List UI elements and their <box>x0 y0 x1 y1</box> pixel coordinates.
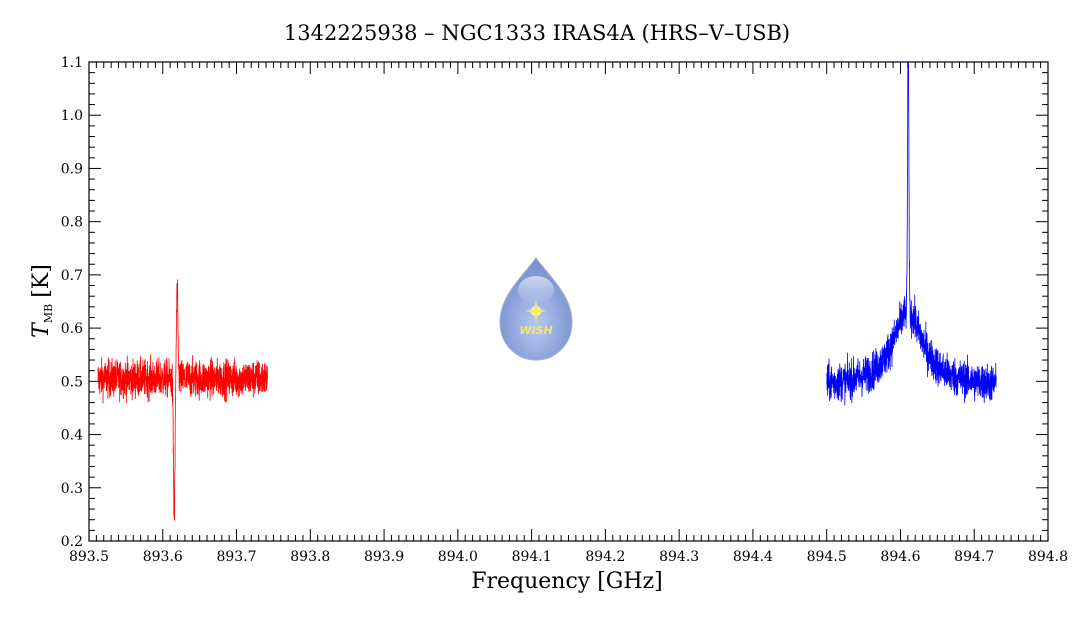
spectrum-series-1 <box>97 279 268 521</box>
y-tick-label: 0.6 <box>61 321 83 337</box>
y-tick-label: 1.1 <box>61 55 83 71</box>
star-icon <box>525 300 547 322</box>
x-tick-label: 894.7 <box>954 549 994 565</box>
x-tick-label: 894.4 <box>733 549 773 565</box>
series-group <box>97 61 997 521</box>
x-tick-label: 894.8 <box>1028 549 1068 565</box>
x-tick-label: 894.2 <box>585 549 625 565</box>
wish-logo: WISH <box>499 257 573 361</box>
y-tick-label: 0.8 <box>61 215 83 231</box>
y-tick-label: 0.4 <box>61 428 83 444</box>
chart-title: 1342225938 – NGC1333 IRAS4A (HRS–V–USB) <box>284 21 790 45</box>
x-tick-label: 893.5 <box>69 549 109 565</box>
drop-highlight <box>518 276 554 304</box>
y-tick-label: 0.3 <box>61 481 83 497</box>
x-axis-label: Frequency [GHz] <box>471 569 663 594</box>
x-tick-label: 894.1 <box>512 549 552 565</box>
y-axis-label-sub: MB <box>42 304 55 323</box>
x-tick-label: 894.3 <box>659 549 699 565</box>
plot-area: 893.5 893.6 893.7 893.8 893.9 894.0 894.1 894.2… <box>61 55 1068 565</box>
y-axis-label: TMB [K] <box>29 264 55 338</box>
x-tick-label: 893.9 <box>364 549 404 565</box>
y-tick-label: 1.0 <box>61 108 83 124</box>
y-axis-label-main: T <box>29 321 54 338</box>
x-tick-label: 893.6 <box>143 549 183 565</box>
spectrum-series-2 <box>826 61 997 406</box>
wish-logo-text: WISH <box>519 324 552 337</box>
axis-ticks: 893.5 893.6 893.7 893.8 893.9 894.0 894.1 894.2… <box>61 55 1068 565</box>
y-tick-label: 0.7 <box>61 268 83 284</box>
x-tick-label: 894.0 <box>438 549 478 565</box>
y-tick-label: 0.9 <box>61 161 83 177</box>
y-axis-label-unit: [K] <box>29 264 54 298</box>
svg-text:TMB[K]: TMB [K] <box>29 264 55 338</box>
y-tick-label: 0.2 <box>61 534 83 550</box>
x-tick-label: 894.5 <box>807 549 847 565</box>
x-tick-label: 894.6 <box>880 549 920 565</box>
x-tick-label: 893.8 <box>290 549 330 565</box>
y-tick-label: 0.5 <box>61 374 83 390</box>
x-tick-label: 893.7 <box>216 549 256 565</box>
